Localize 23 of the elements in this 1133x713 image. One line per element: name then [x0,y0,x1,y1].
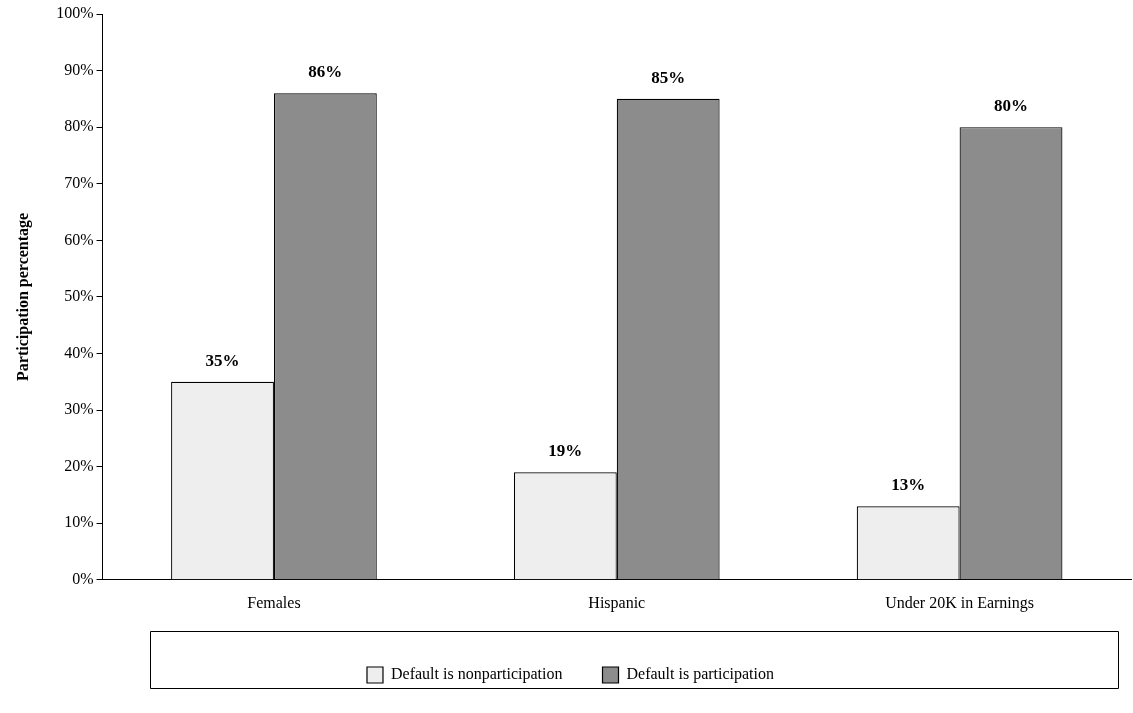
y-tick-label: 90% [64,60,94,78]
y-tick-label: 30% [64,400,94,418]
legend-label: Default is participation [626,665,775,684]
y-axis-title: Participation percentage [13,212,32,381]
legend-label: Default is nonparticipation [390,665,563,684]
x-tick-label: Under 20K in Earnings [885,593,1035,612]
x-tick-label: Hispanic [588,593,646,612]
data-label: 35% [205,350,240,370]
data-label: 80% [994,96,1029,116]
y-tick-label: 100% [56,4,94,22]
y-tick-label: 50% [64,287,94,305]
y-tick-label: 60% [64,230,94,248]
data-label: 86% [308,62,343,82]
y-tick-label: 0% [72,570,94,587]
y-tick-label: 70% [64,173,94,191]
y-tick-label: 10% [64,513,94,531]
data-label: 19% [548,441,583,461]
y-tick-label: 20% [64,456,94,474]
y-tick-label: 80% [64,117,94,135]
x-tick-label: Females [247,593,301,611]
y-tick-label: 40% [64,343,94,361]
data-label: 13% [891,475,926,495]
data-label: 85% [651,67,686,87]
